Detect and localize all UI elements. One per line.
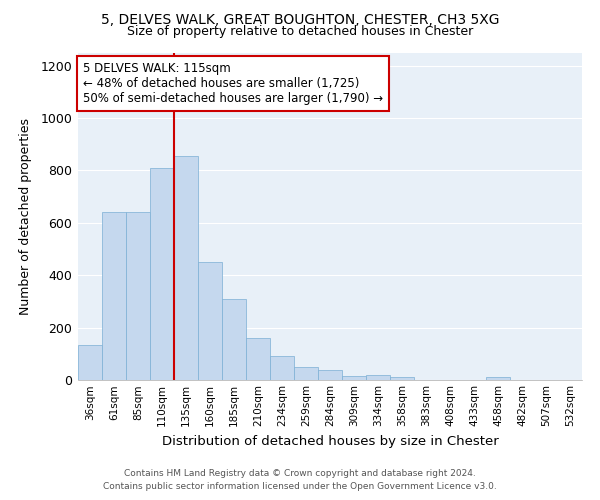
Bar	[390, 377, 414, 380]
Text: 5 DELVES WALK: 115sqm
← 48% of detached houses are smaller (1,725)
50% of semi-d: 5 DELVES WALK: 115sqm ← 48% of detached …	[83, 62, 383, 106]
Bar	[174, 156, 198, 380]
Bar	[222, 299, 246, 380]
X-axis label: Distribution of detached houses by size in Chester: Distribution of detached houses by size …	[161, 434, 499, 448]
Bar	[78, 344, 102, 380]
Bar	[486, 377, 510, 380]
Bar	[198, 262, 222, 380]
Text: Contains HM Land Registry data © Crown copyright and database right 2024.
Contai: Contains HM Land Registry data © Crown c…	[103, 470, 497, 491]
Bar	[294, 367, 318, 380]
Y-axis label: Number of detached properties: Number of detached properties	[19, 118, 32, 315]
Bar	[270, 356, 294, 380]
Bar	[342, 376, 366, 380]
Bar	[366, 376, 390, 380]
Bar	[318, 370, 342, 380]
Text: Size of property relative to detached houses in Chester: Size of property relative to detached ho…	[127, 25, 473, 38]
Bar	[150, 168, 174, 380]
Bar	[246, 338, 270, 380]
Bar	[102, 212, 126, 380]
Text: 5, DELVES WALK, GREAT BOUGHTON, CHESTER, CH3 5XG: 5, DELVES WALK, GREAT BOUGHTON, CHESTER,…	[101, 12, 499, 26]
Bar	[126, 212, 150, 380]
